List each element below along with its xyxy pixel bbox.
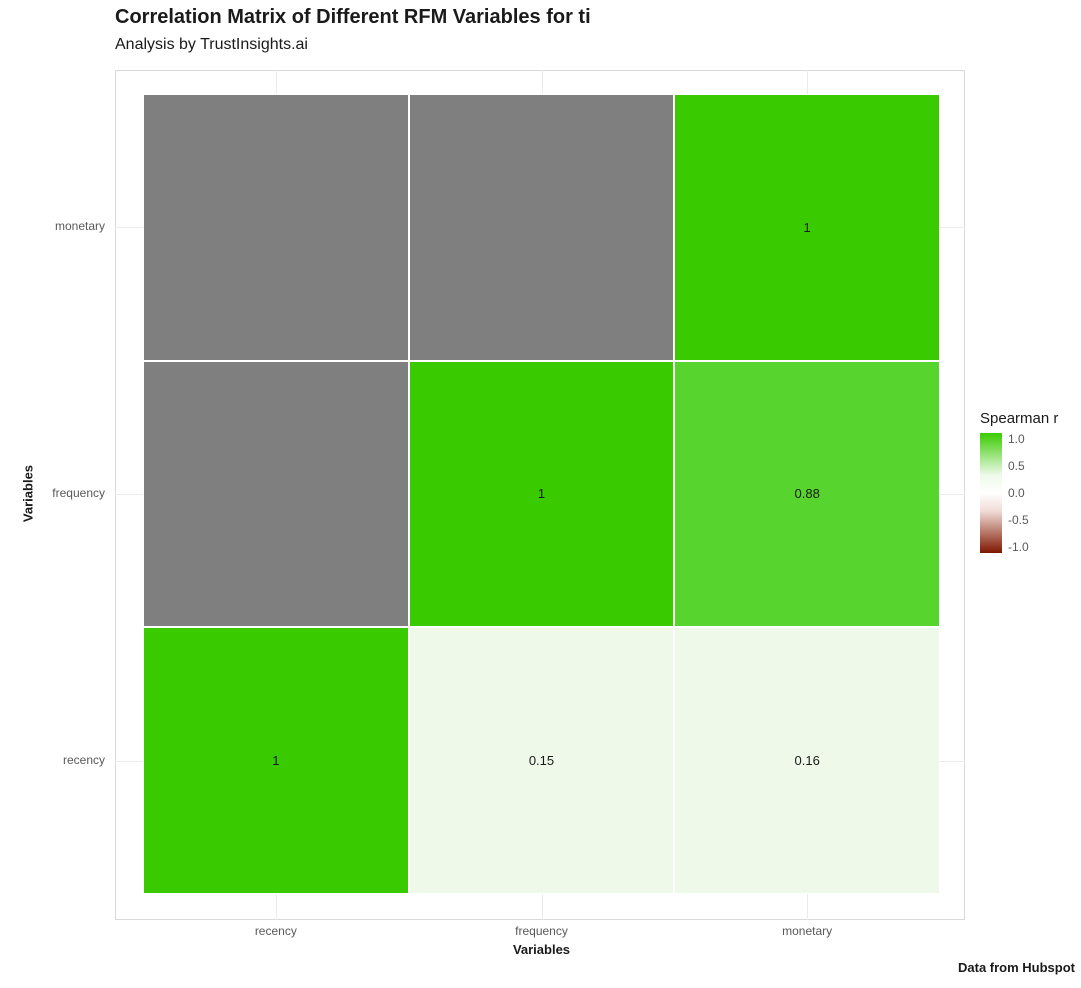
chart-caption: Data from Hubspot xyxy=(958,960,1075,975)
heatmap-cell xyxy=(143,94,409,361)
legend-tick-label: 0.0 xyxy=(1008,487,1029,499)
heatmap-grid: 110.8810.150.16 xyxy=(143,94,940,894)
heatmap-cell: 1 xyxy=(143,627,409,894)
legend-tick-label: -1.0 xyxy=(1008,541,1029,553)
legend-tick-label: -0.5 xyxy=(1008,514,1029,526)
legend-ticks: 1.0 0.5 0.0 -0.5 -1.0 xyxy=(1008,433,1029,553)
chart-title: Correlation Matrix of Different RFM Vari… xyxy=(115,6,591,29)
chart-container: Correlation Matrix of Different RFM Vari… xyxy=(0,0,1081,988)
x-axis-title: Variables xyxy=(143,942,940,957)
heatmap-cell: 0.88 xyxy=(674,361,940,628)
heatmap-cell xyxy=(409,94,675,361)
heatmap-cell: 0.15 xyxy=(409,627,675,894)
legend-colorbar xyxy=(980,433,1002,553)
x-tick-label: monetary xyxy=(747,924,867,938)
legend-tick-label: 1.0 xyxy=(1008,433,1029,445)
legend-title: Spearman r xyxy=(980,410,1058,427)
heatmap-cell: 1 xyxy=(674,94,940,361)
y-tick-label: recency xyxy=(5,753,105,767)
heatmap-cell: 0.16 xyxy=(674,627,940,894)
colorbar-legend: Spearman r 1.0 0.5 0.0 -0.5 -1.0 xyxy=(980,410,1058,553)
heatmap-cell: 1 xyxy=(409,361,675,628)
y-tick-label: frequency xyxy=(5,486,105,500)
chart-subtitle: Analysis by TrustInsights.ai xyxy=(115,36,308,54)
heatmap-cell xyxy=(143,361,409,628)
legend-bar-wrap: 1.0 0.5 0.0 -0.5 -1.0 xyxy=(980,433,1058,553)
legend-tick-label: 0.5 xyxy=(1008,460,1029,472)
x-tick-label: recency xyxy=(216,924,336,938)
x-tick-label: frequency xyxy=(482,924,602,938)
y-tick-label: monetary xyxy=(5,219,105,233)
